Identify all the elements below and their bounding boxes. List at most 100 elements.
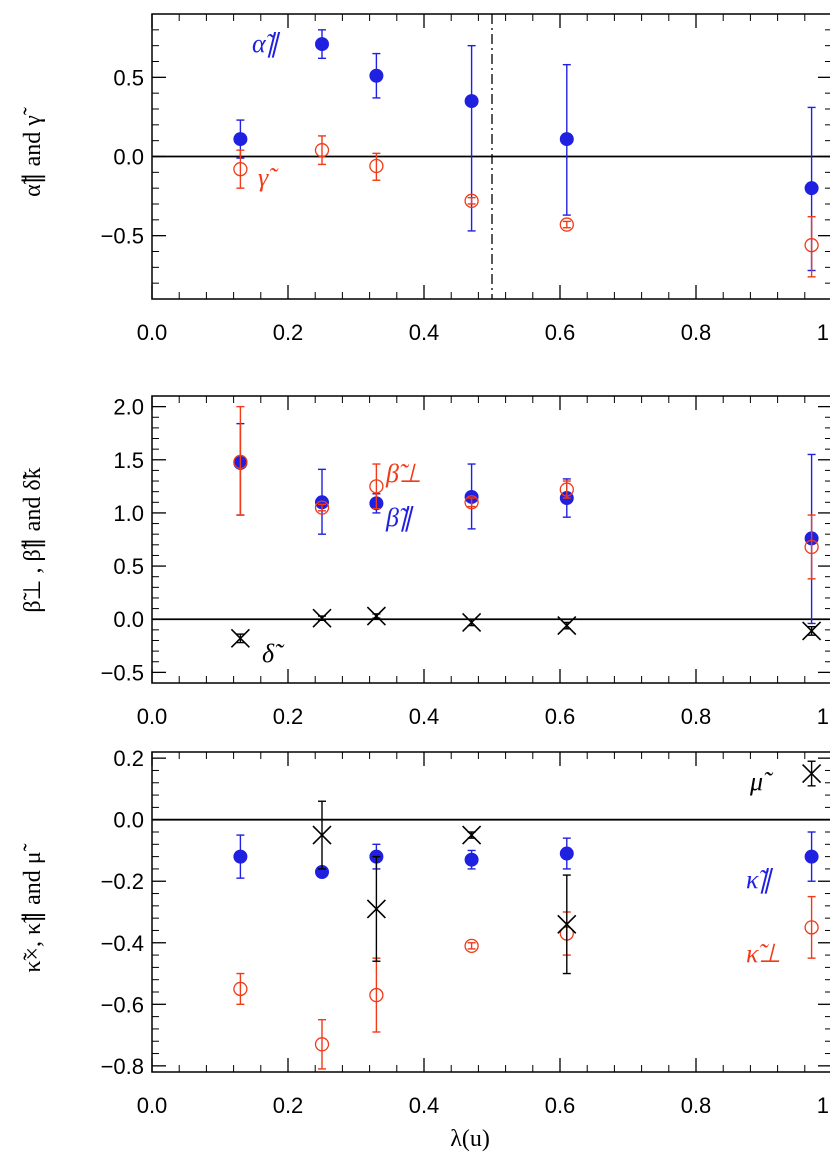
data-point [464, 938, 479, 953]
y-axis-title: α̃∥ and γ̃ [20, 107, 46, 197]
marks-layer: 0.0 0.2 0.4 0.6 0.8 1.0 −0.8 −0.6 −0.4 −0.2 0.0 0.2 [101, 746, 830, 1118]
y-axis-title: β̃⊥ , β̃∥ and δ̃k [20, 467, 46, 612]
series-1 [233, 895, 819, 1070]
y-axis-title-text: κ̃×, κ̃∥ and μ̃ [20, 843, 46, 972]
data-point [369, 987, 384, 1003]
y-tick-label-5: 0.2 [113, 746, 144, 771]
data-point [233, 849, 248, 864]
data-point [233, 454, 248, 470]
panel-alpha-gamma: α̃∥ and γ̃ α̃∥ γ̃ 0.0 0.2 0.4 0.6 0.8 1.0 −0.5… [20, 13, 830, 345]
x-tick-label-4: 0.8 [681, 1093, 712, 1118]
data-point [312, 608, 332, 628]
plot-frame [151, 751, 830, 1073]
y-tick-label-3: −0.2 [101, 869, 144, 894]
data-point [233, 981, 248, 997]
data-point [233, 132, 248, 147]
series-label-alpha-parallel: α̃∥ [252, 29, 281, 58]
y-tick-label-4: 0.0 [113, 808, 144, 833]
marks-layer: 0.0 0.2 0.4 0.6 0.8 1.0 −0.5 0.0 0.5 1.0 1.5 2.0 [101, 395, 830, 729]
x-tick-label-1: 0.2 [273, 1093, 304, 1118]
series-label-delta: δ̃ [262, 639, 285, 668]
data-point [559, 482, 574, 497]
data-point [559, 846, 574, 861]
data-point [804, 238, 819, 253]
data-point [804, 539, 819, 555]
y-axis-title-text: β̃⊥ , β̃∥ and δ̃k [20, 467, 46, 612]
x-tick-label-5: 1.0 [817, 1093, 830, 1118]
series-label-kappa-perp: κ̃⊥ [746, 939, 781, 968]
data-point [369, 68, 384, 83]
data-point [559, 132, 574, 147]
data-point [314, 1037, 330, 1052]
data-point [369, 158, 384, 174]
y-tick-label-2: 0.5 [113, 65, 144, 90]
data-point [233, 162, 248, 177]
panel-beta-delta: β̃⊥ , β̃∥ and δ̃k β̃⊥ β̃∥ δ̃ 0.0 0.2 0.4 0.… [20, 395, 830, 729]
y-tick-label-0: −0.5 [101, 224, 144, 249]
x-tick-label-5: 1.0 [817, 704, 830, 729]
x-tick-label-2: 0.4 [409, 320, 440, 345]
series-1 [233, 405, 819, 580]
y-tick-label-1: 0.0 [113, 145, 144, 170]
y-tick-label-2: 0.5 [113, 554, 144, 579]
data-point [315, 37, 329, 52]
x-tick-label-5: 1.0 [817, 320, 830, 345]
series-2 [312, 760, 822, 975]
y-tick-label-5: 2.0 [113, 395, 144, 420]
y-tick-label-0: −0.8 [101, 1054, 144, 1079]
data-point [804, 920, 819, 935]
x-tick-label-4: 0.8 [681, 704, 712, 729]
series-2 [230, 606, 822, 648]
x-tick-label-0: 0.0 [137, 320, 168, 345]
y-axis-title: κ̃×, κ̃∥ and μ̃ [20, 843, 46, 972]
data-point [464, 193, 479, 208]
series-label-beta-parallel: β̃∥ [385, 503, 414, 532]
y-axis-title-text: α̃∥ and γ̃ [20, 107, 46, 197]
x-tick-label-1: 0.2 [273, 320, 304, 345]
x-tick-label-2: 0.4 [409, 1093, 440, 1118]
data-point [804, 181, 819, 196]
data-point [804, 849, 819, 864]
y-tick-label-1: −0.6 [101, 992, 144, 1017]
series-label-kappa-parallel: κ̃∥ [746, 865, 773, 894]
data-point [559, 217, 574, 232]
panel-kappa-mu: κ̃×, κ̃∥ and μ̃ μ̃ κ̃∥ κ̃⊥ λ(u) 0.0 0.2 0.… [20, 746, 830, 1152]
y-tick-label-0: −0.5 [101, 660, 144, 685]
y-tick-label-2: −0.4 [101, 931, 144, 956]
series-label-beta-perp: β̃⊥ [385, 459, 422, 488]
series-1 [233, 135, 819, 278]
x-tick-label-4: 0.8 [681, 320, 712, 345]
plot-frame [151, 395, 830, 684]
data-point [230, 628, 250, 648]
data-point [557, 914, 577, 934]
y-tick-label-1: 0.0 [113, 607, 144, 632]
series-0 [233, 29, 819, 272]
x-tick-label-3: 0.6 [545, 320, 576, 345]
data-point [464, 495, 479, 510]
x-tick-label-0: 0.0 [137, 704, 168, 729]
data-point [314, 143, 330, 158]
y-tick-label-4: 1.5 [113, 448, 144, 473]
data-point [557, 616, 577, 636]
marks-layer: 0.0 0.2 0.4 0.6 0.8 1.0 −0.5 0.0 0.5 [101, 13, 830, 345]
data-point [314, 500, 330, 515]
series-label-gamma: γ̃ [258, 163, 279, 192]
data-point [464, 94, 479, 109]
data-point [312, 825, 332, 845]
x-tick-label-1: 0.2 [273, 704, 304, 729]
data-point [366, 899, 386, 919]
series-label-mu: μ̃ [749, 767, 774, 796]
x-tick-label-3: 0.6 [545, 704, 576, 729]
data-point [802, 763, 822, 784]
data-point [369, 479, 384, 494]
data-point [462, 825, 482, 845]
x-tick-label-3: 0.6 [545, 1093, 576, 1118]
series-0 [233, 422, 819, 625]
data-point [464, 852, 479, 867]
y-tick-label-3: 1.0 [113, 501, 144, 526]
x-tick-label-0: 0.0 [137, 1093, 168, 1118]
x-tick-label-2: 0.4 [409, 704, 440, 729]
x-axis-title: λ(u) [450, 1126, 490, 1152]
data-point [462, 612, 482, 632]
